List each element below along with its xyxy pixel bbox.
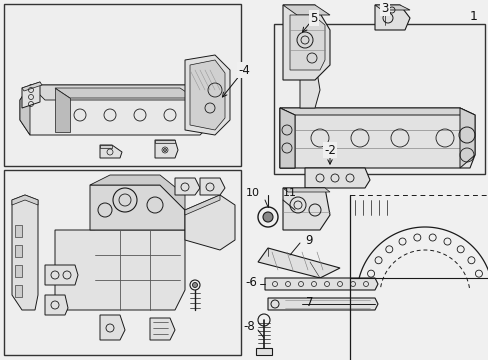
Polygon shape bbox=[267, 298, 377, 310]
Text: -2: -2 bbox=[324, 144, 335, 157]
Polygon shape bbox=[30, 85, 215, 100]
Text: 3: 3 bbox=[381, 1, 388, 14]
Polygon shape bbox=[15, 265, 22, 277]
Polygon shape bbox=[184, 55, 229, 135]
Polygon shape bbox=[283, 5, 329, 15]
Polygon shape bbox=[299, 60, 319, 108]
Polygon shape bbox=[280, 108, 474, 115]
Polygon shape bbox=[12, 195, 38, 310]
Polygon shape bbox=[55, 88, 195, 98]
Polygon shape bbox=[90, 185, 184, 230]
Polygon shape bbox=[100, 145, 112, 148]
Text: 1: 1 bbox=[469, 10, 477, 23]
Text: -4: -4 bbox=[238, 63, 249, 77]
Polygon shape bbox=[150, 318, 175, 340]
Polygon shape bbox=[55, 230, 184, 310]
Polygon shape bbox=[299, 60, 321, 65]
Polygon shape bbox=[190, 60, 224, 130]
Text: 5: 5 bbox=[310, 12, 317, 24]
Polygon shape bbox=[45, 295, 68, 315]
Polygon shape bbox=[155, 140, 175, 143]
Polygon shape bbox=[55, 88, 70, 132]
Polygon shape bbox=[15, 285, 22, 297]
Polygon shape bbox=[280, 108, 474, 168]
Polygon shape bbox=[20, 85, 215, 135]
Polygon shape bbox=[90, 175, 184, 210]
Circle shape bbox=[163, 148, 166, 152]
Polygon shape bbox=[12, 195, 38, 205]
Circle shape bbox=[263, 212, 272, 222]
Polygon shape bbox=[22, 82, 40, 108]
Polygon shape bbox=[258, 248, 339, 278]
Polygon shape bbox=[100, 315, 125, 340]
Polygon shape bbox=[305, 168, 369, 188]
Polygon shape bbox=[200, 178, 224, 195]
Polygon shape bbox=[184, 195, 220, 215]
Polygon shape bbox=[45, 265, 78, 285]
Bar bbox=[4, 4, 241, 166]
Text: 10: 10 bbox=[245, 188, 260, 198]
Polygon shape bbox=[20, 85, 30, 135]
Text: 11: 11 bbox=[283, 188, 296, 198]
Polygon shape bbox=[155, 140, 178, 158]
Bar bbox=[273, 24, 484, 174]
Polygon shape bbox=[22, 82, 42, 91]
Polygon shape bbox=[283, 5, 329, 80]
Polygon shape bbox=[283, 188, 329, 192]
Polygon shape bbox=[264, 278, 377, 290]
Text: -6: -6 bbox=[244, 275, 257, 288]
Polygon shape bbox=[374, 5, 409, 10]
Polygon shape bbox=[374, 5, 409, 30]
Bar bbox=[4, 170, 241, 355]
Polygon shape bbox=[349, 195, 379, 360]
Polygon shape bbox=[283, 188, 329, 230]
Polygon shape bbox=[459, 108, 474, 168]
Polygon shape bbox=[184, 195, 235, 250]
Polygon shape bbox=[175, 178, 200, 195]
Text: -8: -8 bbox=[243, 320, 254, 333]
Polygon shape bbox=[15, 225, 22, 237]
Polygon shape bbox=[256, 348, 271, 355]
Polygon shape bbox=[280, 108, 294, 168]
Polygon shape bbox=[15, 245, 22, 257]
Polygon shape bbox=[289, 15, 325, 70]
Polygon shape bbox=[100, 145, 122, 158]
Text: 9: 9 bbox=[305, 234, 312, 247]
Text: 7: 7 bbox=[305, 296, 313, 309]
Circle shape bbox=[192, 283, 197, 288]
Polygon shape bbox=[280, 108, 294, 168]
